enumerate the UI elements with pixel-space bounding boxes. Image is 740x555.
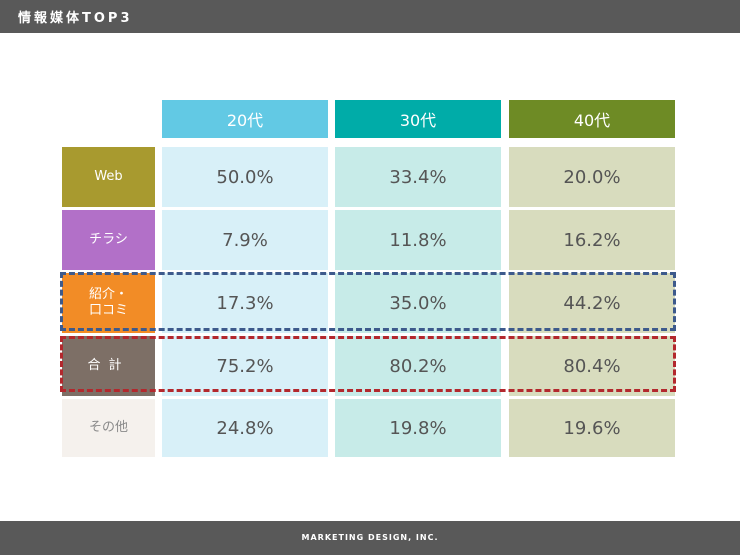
- table-cell: 80.2%: [335, 336, 501, 396]
- row-label-flyer: チラシ: [62, 210, 155, 270]
- page-title: 情報媒体TOP3: [18, 11, 133, 26]
- company-name: MARKETING DESIGN, INC.: [301, 533, 439, 542]
- table-cell: 19.8%: [335, 399, 501, 457]
- table-cell: 80.4%: [509, 336, 675, 396]
- table-cell: 50.0%: [162, 147, 328, 207]
- row-label-web: Web: [62, 147, 155, 207]
- column-header-30s: 30代: [335, 100, 501, 138]
- column-header-20s: 20代: [162, 100, 328, 138]
- table-cell: 17.3%: [162, 273, 328, 333]
- table-cell: 44.2%: [509, 273, 675, 333]
- table-cell: 33.4%: [335, 147, 501, 207]
- table-cell: 11.8%: [335, 210, 501, 270]
- row-label-total: 合計: [62, 336, 155, 396]
- table-cell: 20.0%: [509, 147, 675, 207]
- total-row-highlight: [60, 336, 676, 392]
- table-cell: 19.6%: [509, 399, 675, 457]
- row-label-other: その他: [62, 399, 155, 457]
- referral-row-highlight: [60, 272, 676, 331]
- column-header-40s: 40代: [509, 100, 675, 138]
- row-label-referral: 紹介・ 口コミ: [62, 273, 155, 333]
- footer-bar: MARKETING DESIGN, INC.: [0, 521, 740, 555]
- table-cell: 24.8%: [162, 399, 328, 457]
- top-bar: 情報媒体TOP3: [0, 0, 740, 33]
- table-cell: 35.0%: [335, 273, 501, 333]
- table-cell: 16.2%: [509, 210, 675, 270]
- table-cell: 7.9%: [162, 210, 328, 270]
- table-cell: 75.2%: [162, 336, 328, 396]
